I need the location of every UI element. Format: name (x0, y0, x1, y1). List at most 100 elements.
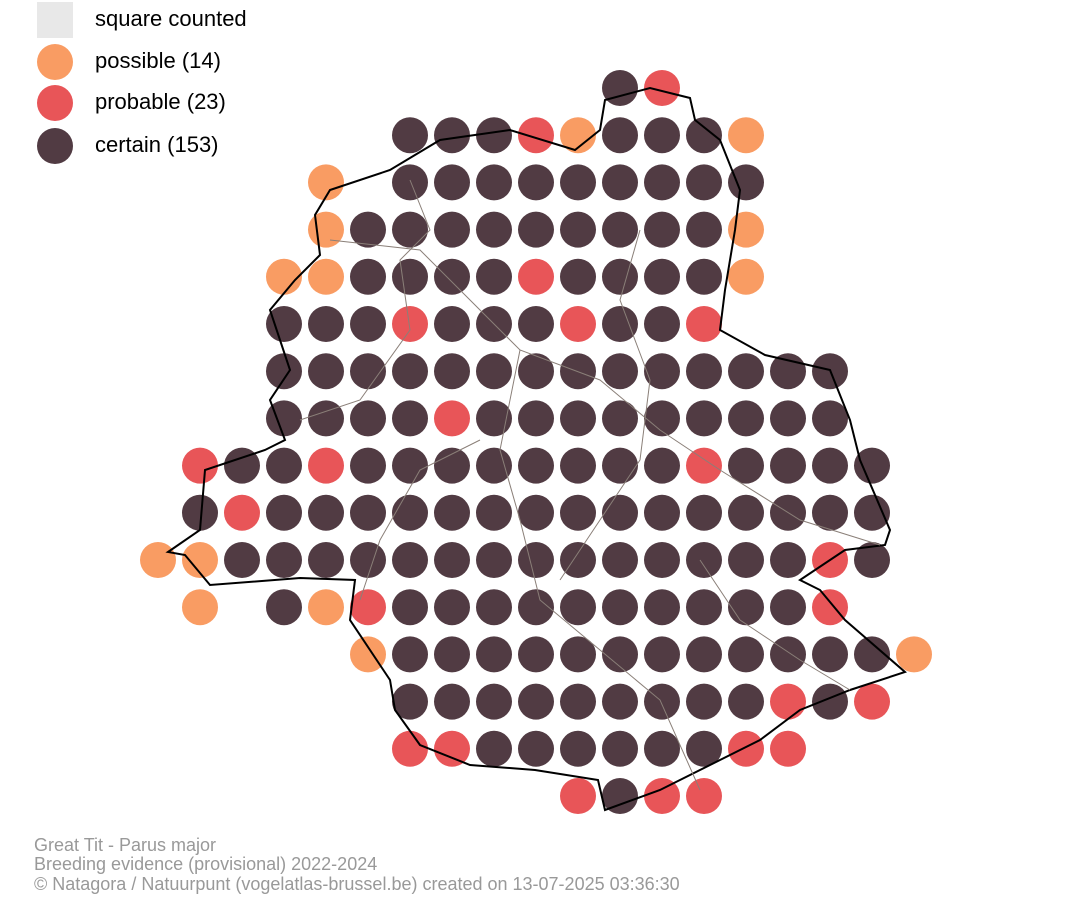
certain-dot (476, 447, 512, 484)
certain-dot (854, 636, 890, 673)
probable-dot (854, 683, 890, 720)
certain-dot (392, 211, 428, 248)
certain-dot (812, 447, 848, 484)
certain-dot (476, 164, 512, 201)
footer: Great Tit - Parus major Breeding evidenc… (34, 835, 680, 894)
certain-dot (854, 542, 890, 578)
certain-dot (434, 589, 470, 626)
certain-dot (644, 353, 680, 390)
certain-dot (182, 494, 218, 531)
certain-dot (476, 400, 512, 437)
footer-line: Great Tit - Parus major (34, 835, 216, 855)
probable-dot (518, 117, 554, 154)
certain-dot (266, 494, 302, 531)
possible-dot (140, 542, 176, 578)
probable-dot (392, 306, 428, 342)
certain-dot (812, 636, 848, 673)
certain-dot (644, 447, 680, 484)
certain-dot (266, 542, 302, 578)
certain-dot (686, 211, 722, 248)
certain-dot (602, 117, 638, 154)
certain-dot (476, 258, 512, 295)
certain-dot (602, 730, 638, 767)
certain-dot (686, 164, 722, 201)
certain-dot (476, 730, 512, 767)
certain-dot (518, 636, 554, 673)
probable-dot (812, 589, 848, 626)
probable-dot (770, 683, 806, 720)
certain-dot (518, 164, 554, 201)
certain-dot (686, 494, 722, 531)
legend-swatch (37, 85, 73, 121)
certain-dot (266, 306, 302, 342)
certain-dot (434, 258, 470, 295)
certain-dot (434, 164, 470, 201)
certain-dot (476, 589, 512, 626)
probable-dot (770, 730, 806, 767)
probable-dot (182, 447, 218, 484)
certain-dot (392, 589, 428, 626)
possible-dot (308, 589, 344, 626)
probable-dot (560, 306, 596, 342)
certain-dot (602, 306, 638, 342)
certain-dot (560, 211, 596, 248)
certain-dot (224, 447, 260, 484)
certain-dot (476, 636, 512, 673)
certain-dot (686, 400, 722, 437)
possible-dot (182, 589, 218, 626)
certain-dot (518, 683, 554, 720)
footer-line: © Natagora / Natuurpunt (vogelatlas-brus… (34, 874, 680, 894)
possible-dot (182, 542, 218, 578)
certain-dot (560, 400, 596, 437)
certain-dot (224, 542, 260, 578)
legend-swatch (37, 128, 73, 164)
certain-dot (686, 542, 722, 578)
certain-dot (518, 447, 554, 484)
legend-label: probable (23) (95, 89, 226, 114)
certain-dot (308, 400, 344, 437)
certain-dot (686, 258, 722, 295)
certain-dot (308, 542, 344, 578)
certain-dot (728, 683, 764, 720)
certain-dot (392, 636, 428, 673)
legend-label: possible (14) (95, 48, 221, 73)
certain-dot (770, 400, 806, 437)
certain-dot (476, 353, 512, 390)
certain-dot (350, 447, 386, 484)
footer-line: Breeding evidence (provisional) 2022-202… (34, 854, 377, 874)
certain-dot (392, 683, 428, 720)
legend-swatch (37, 2, 73, 38)
certain-dot (476, 117, 512, 154)
certain-dot (644, 636, 680, 673)
certain-dot (392, 117, 428, 154)
certain-dot (560, 494, 596, 531)
certain-dot (644, 306, 680, 342)
certain-dot (392, 494, 428, 531)
certain-dot (434, 447, 470, 484)
legend-swatch (37, 44, 73, 80)
certain-dot (686, 589, 722, 626)
certain-dot (770, 636, 806, 673)
possible-dot (308, 211, 344, 248)
certain-dot (560, 589, 596, 626)
grid-dots (140, 70, 932, 814)
certain-dot (350, 306, 386, 342)
certain-dot (560, 683, 596, 720)
certain-dot (350, 258, 386, 295)
legend-label: certain (153) (95, 132, 219, 157)
possible-dot (896, 636, 932, 673)
certain-dot (602, 211, 638, 248)
certain-dot (644, 542, 680, 578)
certain-dot (392, 447, 428, 484)
certain-dot (644, 494, 680, 531)
certain-dot (728, 589, 764, 626)
certain-dot (266, 589, 302, 626)
certain-dot (602, 589, 638, 626)
certain-dot (854, 447, 890, 484)
certain-dot (392, 258, 428, 295)
certain-dot (308, 306, 344, 342)
certain-dot (476, 211, 512, 248)
certain-dot (812, 683, 848, 720)
probable-dot (644, 778, 680, 814)
certain-dot (770, 542, 806, 578)
